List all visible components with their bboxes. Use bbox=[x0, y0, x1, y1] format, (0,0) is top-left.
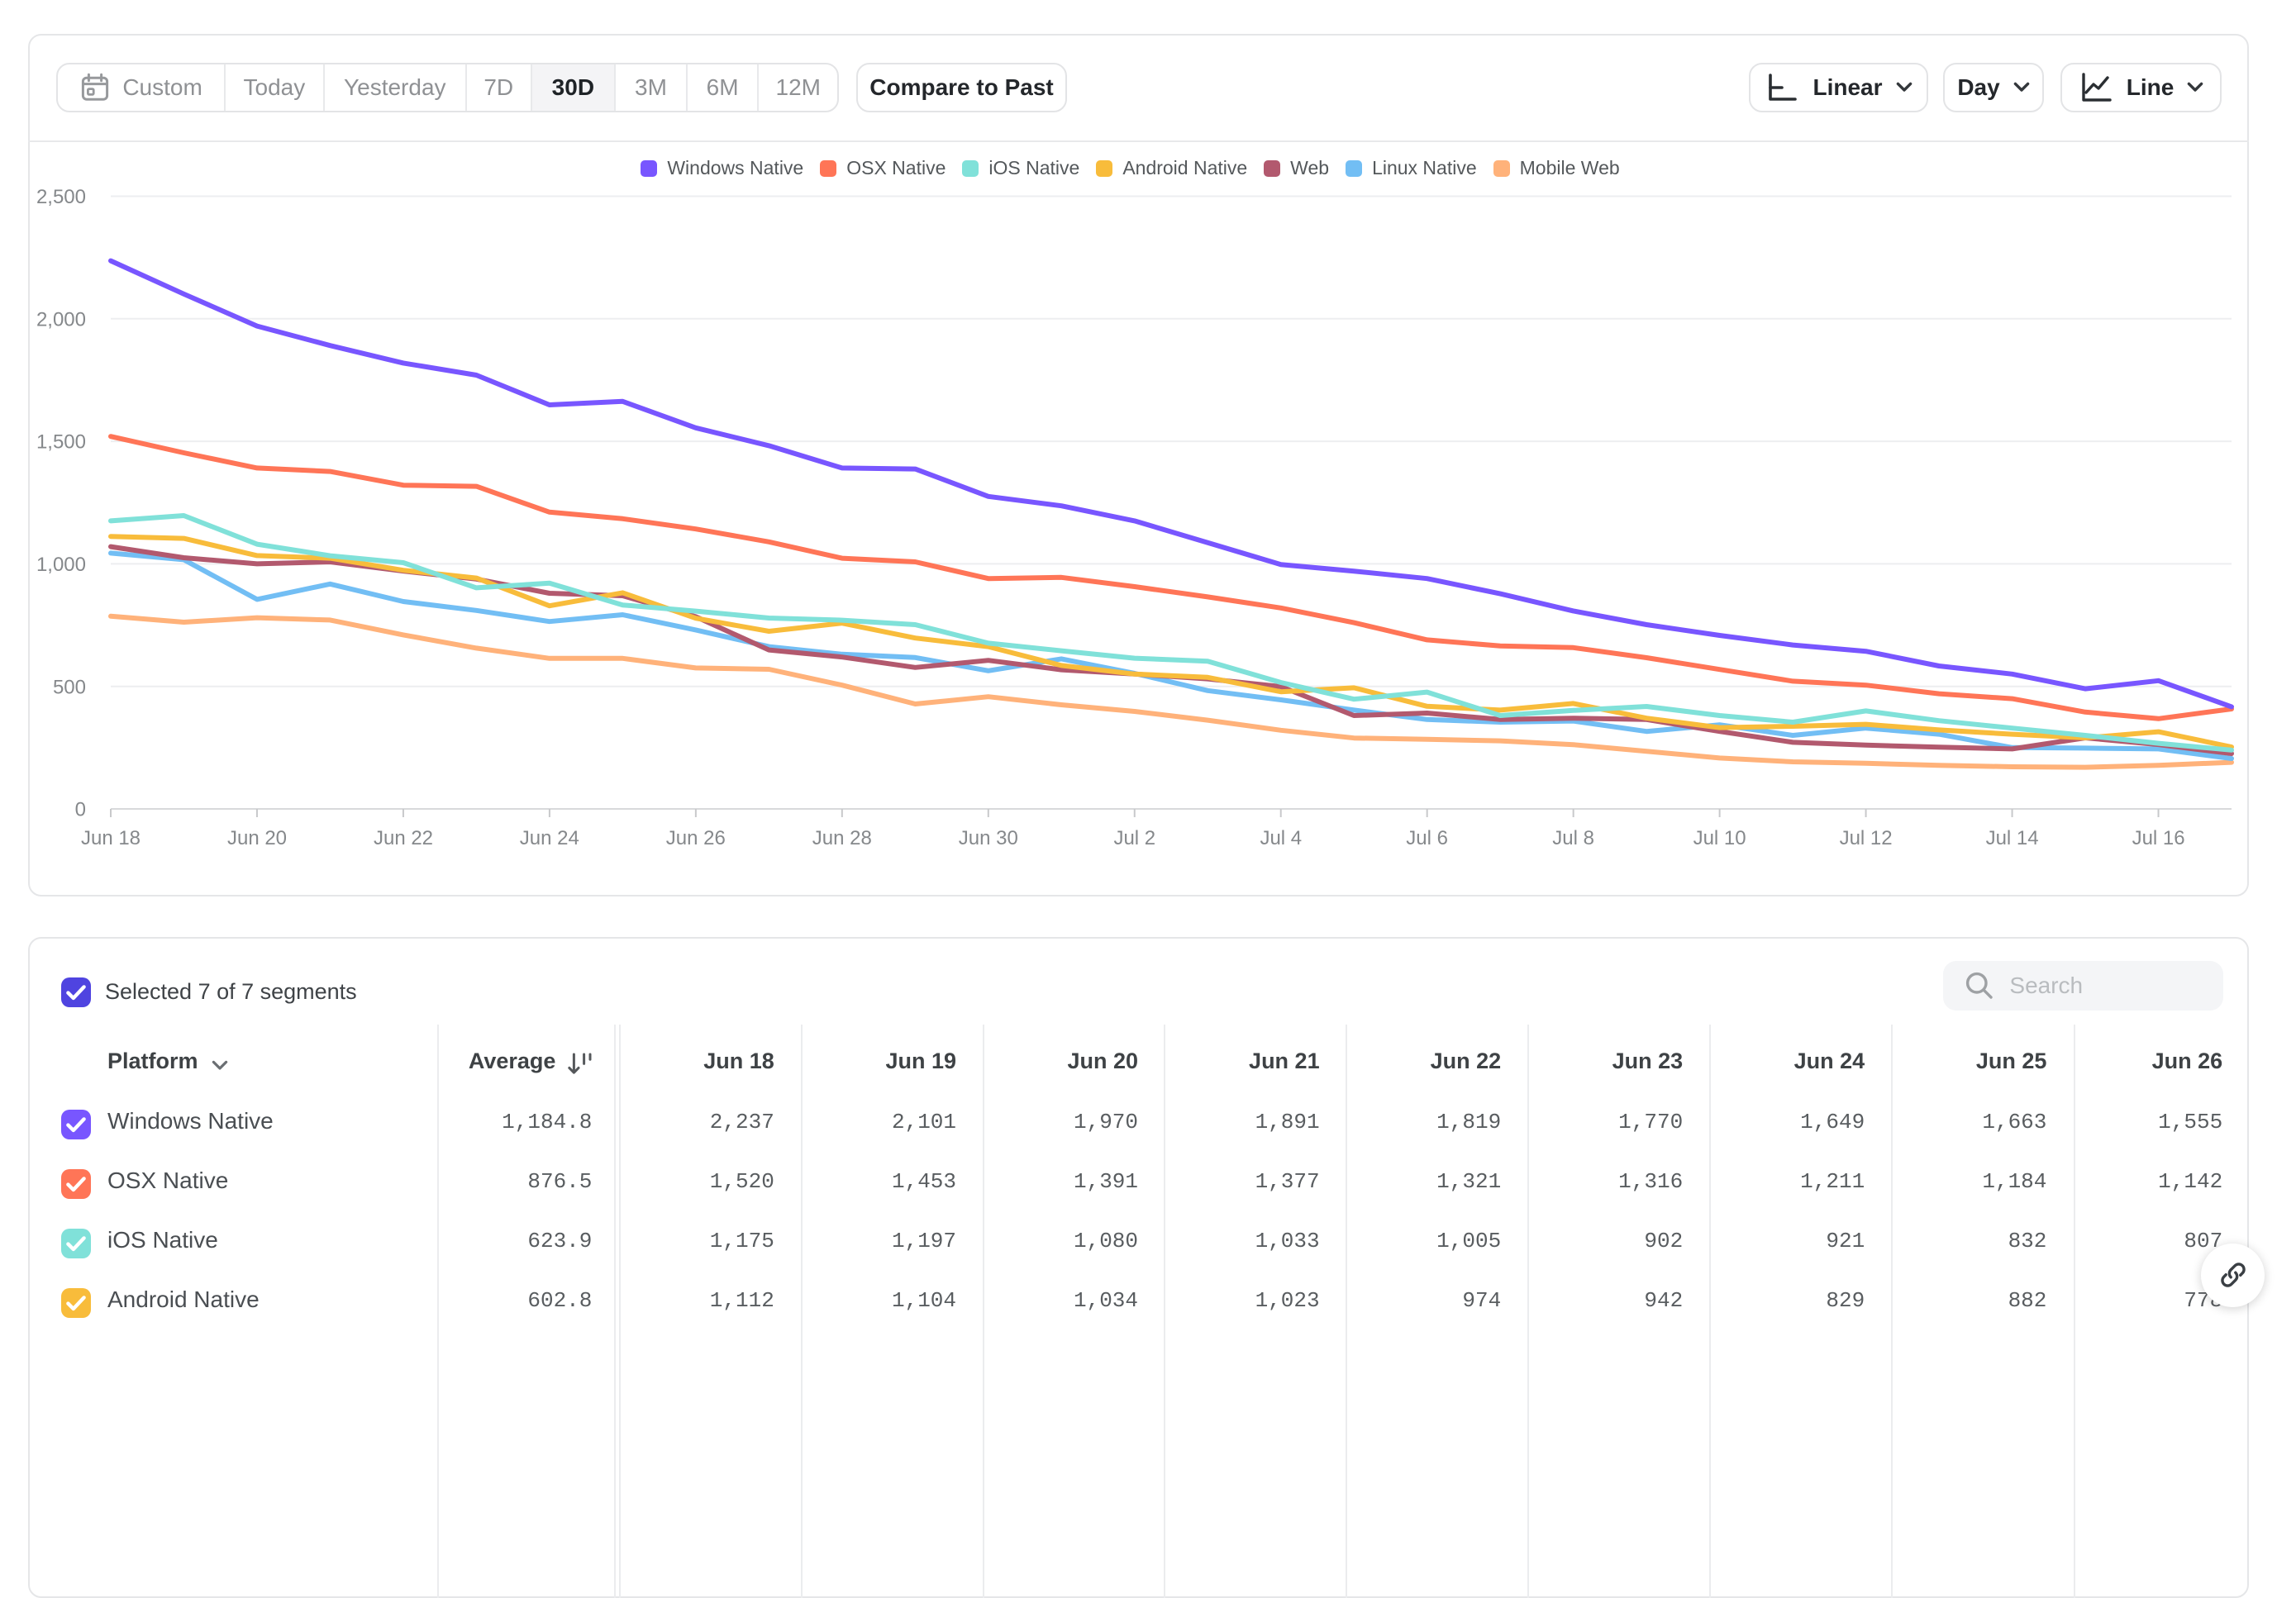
svg-text:1,000: 1,000 bbox=[36, 554, 86, 576]
svg-text:Jul 6: Jul 6 bbox=[1406, 827, 1448, 849]
svg-text:2,000: 2,000 bbox=[36, 308, 86, 331]
svg-text:Jul 4: Jul 4 bbox=[1260, 827, 1302, 849]
svg-text:Jun 20: Jun 20 bbox=[227, 827, 287, 849]
svg-text:Jun 24: Jun 24 bbox=[520, 827, 579, 849]
svg-text:Jul 10: Jul 10 bbox=[1693, 827, 1746, 849]
svg-text:2,500: 2,500 bbox=[36, 186, 86, 208]
svg-text:Jul 12: Jul 12 bbox=[1840, 827, 1893, 849]
svg-text:Jul 8: Jul 8 bbox=[1552, 827, 1594, 849]
svg-text:1,500: 1,500 bbox=[36, 431, 86, 454]
svg-text:Jun 26: Jun 26 bbox=[666, 827, 726, 849]
svg-text:500: 500 bbox=[53, 676, 86, 698]
svg-text:0: 0 bbox=[75, 799, 86, 821]
svg-text:Jun 18: Jun 18 bbox=[81, 827, 141, 849]
svg-text:Jun 30: Jun 30 bbox=[959, 827, 1018, 849]
svg-text:Jul 14: Jul 14 bbox=[1986, 827, 2039, 849]
svg-text:Jul 2: Jul 2 bbox=[1113, 827, 1155, 849]
svg-text:Jul 16: Jul 16 bbox=[2132, 827, 2185, 849]
svg-text:Jun 22: Jun 22 bbox=[374, 827, 433, 849]
svg-text:Jun 28: Jun 28 bbox=[812, 827, 872, 849]
